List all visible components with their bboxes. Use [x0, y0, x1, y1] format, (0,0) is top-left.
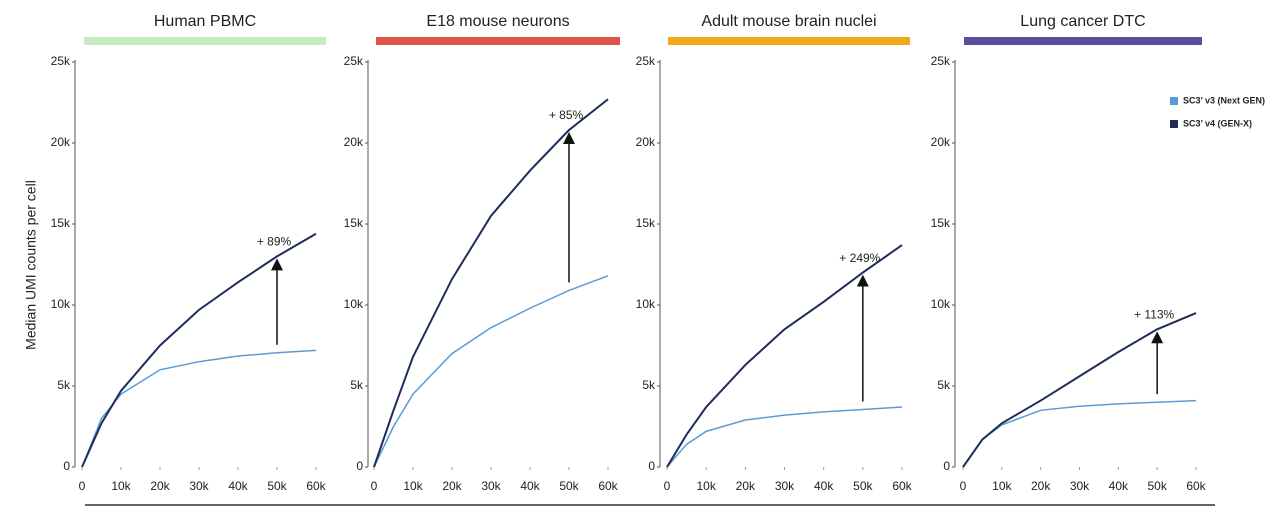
series-line	[373, 98, 609, 468]
series-line	[373, 275, 609, 468]
panel-title: Human PBMC	[154, 13, 256, 30]
y-tick-label: 15k	[636, 216, 656, 230]
y-tick-label: 25k	[344, 54, 364, 68]
x-tick-label: 40k	[1109, 479, 1129, 493]
annotation: + 89%	[257, 235, 292, 249]
y-tick-label: 20k	[51, 135, 71, 149]
y-tick-label: 25k	[931, 54, 951, 68]
x-tick-label: 50k	[1147, 479, 1167, 493]
y-tick-label: 10k	[51, 297, 71, 311]
x-tick-label: 50k	[267, 479, 287, 493]
header-bar	[668, 37, 910, 45]
x-tick-label: 0	[960, 479, 967, 493]
x-tick-label: 50k	[559, 479, 579, 493]
y-tick-label: 20k	[636, 135, 656, 149]
y-tick-label: 20k	[344, 135, 364, 149]
legend-label: SC3’ v3 (Next GEN)	[1183, 95, 1265, 105]
header-bar	[84, 37, 326, 45]
series-line	[666, 406, 903, 468]
panel-title: Lung cancer DTC	[1020, 13, 1145, 30]
y-tick-label: 25k	[636, 54, 656, 68]
annotation: + 249%	[839, 251, 880, 265]
series-line	[962, 399, 1197, 468]
annotation: + 85%	[549, 108, 584, 122]
y-tick-label: 5k	[937, 378, 951, 392]
x-tick-label: 30k	[775, 479, 795, 493]
y-tick-label: 15k	[344, 216, 364, 230]
y-tick-label: 5k	[350, 378, 364, 392]
y-tick-label: 20k	[931, 135, 951, 149]
series-line	[81, 349, 317, 468]
x-tick-label: 10k	[403, 479, 423, 493]
x-tick-label: 20k	[736, 479, 756, 493]
y-tick-label: 15k	[931, 216, 951, 230]
x-tick-label: 0	[79, 479, 86, 493]
legend-swatch	[1170, 97, 1178, 105]
header-bar	[376, 37, 620, 45]
y-tick-label: 0	[356, 459, 363, 473]
x-tick-label: 30k	[481, 479, 501, 493]
series-line	[666, 244, 903, 468]
x-tick-label: 30k	[1070, 479, 1090, 493]
y-tick-label: 10k	[344, 297, 364, 311]
series-line	[962, 312, 1197, 468]
legend-label: SC3’ v4 (GEN-X)	[1183, 118, 1252, 128]
y-tick-label: 10k	[931, 297, 951, 311]
panel-title: Adult mouse brain nuclei	[701, 13, 876, 30]
x-tick-label: 50k	[853, 479, 873, 493]
annotation: + 113%	[1134, 307, 1174, 321]
x-tick-label: 40k	[228, 479, 248, 493]
x-tick-label: 10k	[696, 479, 716, 493]
header-bar	[964, 37, 1202, 45]
y-tick-label: 15k	[51, 216, 71, 230]
y-tick-label: 5k	[57, 378, 71, 392]
x-tick-label: 30k	[189, 479, 209, 493]
legend-swatch	[1170, 120, 1178, 128]
x-tick-label: 20k	[150, 479, 170, 493]
x-tick-label: 40k	[814, 479, 834, 493]
x-tick-label: 40k	[520, 479, 540, 493]
panel-title: E18 mouse neurons	[426, 13, 569, 30]
x-tick-label: 60k	[306, 479, 326, 493]
x-tick-label: 60k	[598, 479, 618, 493]
y-tick-label: 10k	[636, 297, 656, 311]
y-tick-label: 25k	[51, 54, 71, 68]
x-tick-label: 20k	[1031, 479, 1051, 493]
y-tick-label: 0	[648, 459, 655, 473]
x-tick-label: 10k	[992, 479, 1012, 493]
y-tick-label: 0	[63, 459, 70, 473]
x-tick-label: 20k	[442, 479, 462, 493]
x-tick-label: 60k	[892, 479, 912, 493]
series-line	[81, 232, 317, 468]
x-tick-label: 0	[371, 479, 378, 493]
x-tick-label: 10k	[111, 479, 131, 493]
y-tick-label: 5k	[642, 378, 656, 392]
y-tick-label: 0	[943, 459, 950, 473]
x-tick-label: 60k	[1186, 479, 1206, 493]
y-axis-label: Median UMI counts per cell	[23, 180, 39, 350]
x-tick-label: 0	[664, 479, 671, 493]
